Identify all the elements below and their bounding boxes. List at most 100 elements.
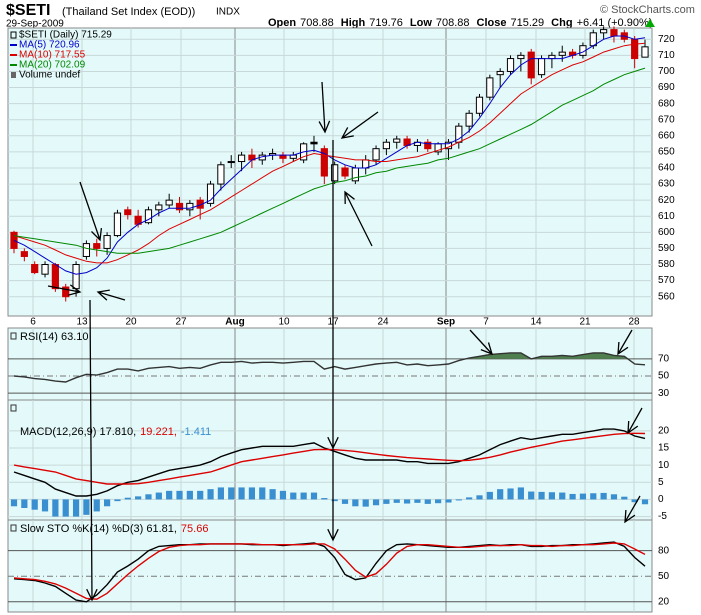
histogram-bar: [600, 492, 607, 500]
histogram-bar: [103, 499, 111, 507]
annotation-arrow: [79, 181, 103, 242]
y-tick-label: 50: [658, 371, 670, 382]
candle-body: [424, 141, 432, 150]
histogram-bar: [93, 499, 100, 512]
legend-label: MACD(12,26,9) 17.810,: [20, 426, 136, 438]
histogram-bar: [72, 499, 80, 517]
y-tick-label: 670: [658, 114, 675, 125]
histogram-bar: [362, 499, 369, 507]
y-tick-label: 710: [658, 50, 675, 61]
candle-body: [20, 251, 28, 257]
candle-body: [610, 29, 618, 37]
y-tick-label: 650: [658, 147, 675, 158]
candle-body: [589, 32, 597, 47]
x-tick-label: 14: [530, 317, 542, 328]
legend-label: RSI(14) 63.10: [20, 331, 88, 343]
x-tick-label: 27: [175, 317, 187, 328]
histogram-bar: [528, 491, 535, 500]
histogram-bar: [31, 499, 38, 510]
candle-body: [10, 231, 18, 249]
histogram-bar: [445, 499, 452, 503]
annotation-arrow: [340, 111, 379, 139]
quote-label: Low: [410, 17, 432, 29]
candle-body: [217, 164, 225, 185]
y-tick-label: -5: [658, 511, 667, 522]
annotation-arrow: [617, 329, 633, 356]
legend-label: -1.411: [181, 426, 211, 438]
y-tick-label: 590: [658, 243, 675, 254]
x-tick-label: 24: [377, 317, 389, 328]
date: 29-Sep-2009: [6, 19, 64, 30]
histogram-bar: [155, 492, 162, 500]
y-tick-label: 700: [658, 66, 675, 77]
overbought-fill: [14, 352, 645, 359]
histogram-bar: [621, 496, 628, 500]
histogram-bar: [517, 487, 524, 500]
quote: Open 708.88 High 719.76 Low 708.88 Close 715.29…: [268, 17, 652, 29]
histogram-bar: [507, 488, 514, 500]
y-tick-label: 640: [658, 163, 675, 174]
panel: [7, 327, 653, 401]
legend-swatch: [10, 332, 17, 340]
y-tick-label: 70: [658, 353, 670, 364]
candle-body: [548, 54, 556, 60]
candle-body: [486, 77, 494, 98]
annotation-arrow: [627, 407, 643, 435]
histogram-bar: [486, 491, 493, 500]
quote-value: 708.88: [436, 17, 470, 29]
y-tick-label: 50: [658, 571, 670, 582]
up-arrow: [645, 19, 655, 27]
histogram-bar: [83, 499, 90, 515]
candle-body: [372, 148, 380, 161]
histogram-bar: [331, 499, 338, 502]
candle-body: [124, 209, 132, 216]
y-tick-label: 15: [658, 443, 670, 454]
candle-body: [527, 51, 535, 79]
index-name: (Thailand Set Index (EOD)): [62, 6, 195, 18]
y-tick-label: 580: [658, 259, 675, 270]
candle-body: [393, 138, 401, 143]
y-tick-label: 720: [658, 34, 675, 45]
candle-body: [51, 264, 59, 290]
histogram-bar: [248, 487, 256, 500]
candle-body: [144, 209, 153, 224]
histogram-bar: [259, 487, 266, 500]
histogram-bar: [197, 490, 204, 500]
candle-body: [227, 161, 235, 164]
histogram-bar: [497, 489, 504, 500]
histogram-bar: [21, 499, 28, 508]
histogram-bar: [393, 499, 400, 503]
annotation-arrow: [318, 81, 331, 134]
candle-body: [382, 141, 390, 150]
y-tick-label: 600: [658, 227, 675, 238]
legend-label: MA(20) 702.09: [19, 60, 86, 71]
candle-body: [93, 243, 101, 249]
legend-label: 19.221,: [140, 426, 177, 438]
candle-body: [186, 202, 194, 211]
candle-body: [62, 286, 70, 298]
candle-body: [631, 38, 639, 60]
histogram-bar: [341, 499, 349, 504]
candle-body: [237, 154, 246, 163]
histogram-bar: [300, 492, 307, 500]
y-tick-label: 690: [658, 82, 675, 93]
histogram-bar: [476, 495, 483, 500]
series-line: [13, 542, 646, 600]
candle-body: [103, 235, 111, 249]
quote-value: 708.88: [300, 17, 334, 29]
series-line: [13, 432, 646, 485]
x-tick-label: Sep: [437, 317, 455, 328]
candle-body: [341, 167, 349, 177]
histogram-bar: [321, 498, 328, 500]
annotation-arrow: [47, 284, 82, 296]
annotation-arrow: [344, 190, 373, 247]
y-tick-label: 630: [658, 179, 675, 190]
candle-body: [506, 58, 515, 72]
x-tick-label: 7: [483, 317, 489, 328]
histogram-bar: [290, 492, 297, 500]
candle-body: [465, 112, 473, 127]
y-tick-label: 5: [658, 477, 664, 488]
x-tick-label: 20: [125, 317, 137, 328]
candle-body: [517, 54, 525, 60]
series-line: [13, 67, 646, 254]
